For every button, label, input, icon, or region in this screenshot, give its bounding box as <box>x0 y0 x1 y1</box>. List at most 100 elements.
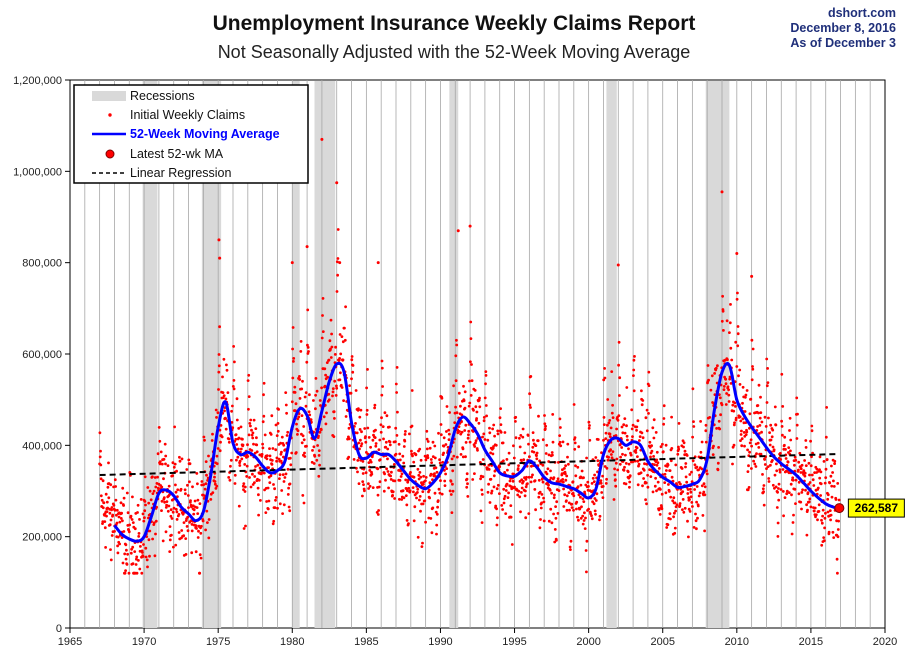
claim-point <box>169 508 173 512</box>
claim-point <box>806 508 809 512</box>
claim-point <box>493 434 496 438</box>
claim-point <box>367 461 371 464</box>
claim-point <box>823 481 827 485</box>
claim-point <box>165 500 169 503</box>
claim-point <box>725 319 729 323</box>
claim-point <box>756 441 760 445</box>
claim-point <box>324 373 327 377</box>
claim-point <box>510 543 514 546</box>
claim-point <box>413 505 417 509</box>
claim-point <box>196 498 200 502</box>
claim-point <box>519 434 523 437</box>
claim-point <box>830 484 834 488</box>
claim-point <box>378 458 382 461</box>
claim-point <box>633 355 636 358</box>
claim-point <box>354 422 357 425</box>
claim-point <box>439 433 443 437</box>
claim-point <box>736 332 740 336</box>
claim-point <box>702 490 706 494</box>
claim-point <box>435 470 439 474</box>
claim-point <box>535 454 538 457</box>
claim-point <box>609 448 612 452</box>
claim-point <box>584 516 587 520</box>
claim-point <box>386 470 390 473</box>
claim-point <box>198 553 202 557</box>
claim-point <box>779 451 782 455</box>
claim-point <box>743 444 746 448</box>
claim-point <box>666 523 670 527</box>
claim-point <box>218 449 222 453</box>
claim-point <box>808 473 811 477</box>
claim-point <box>394 426 398 430</box>
claim-point <box>480 493 484 496</box>
claim-point <box>443 484 447 487</box>
claim-point <box>206 521 209 524</box>
claim-point <box>124 543 128 547</box>
claim-point <box>486 438 490 442</box>
claim-point <box>450 457 454 461</box>
claim-point <box>282 443 286 447</box>
claim-point <box>554 516 558 520</box>
claim-point <box>145 558 149 562</box>
claim-point <box>174 507 178 511</box>
claim-point <box>647 412 650 415</box>
claim-point <box>636 459 640 463</box>
claim-point <box>484 404 488 407</box>
claim-point <box>127 571 131 575</box>
claim-point <box>827 530 831 534</box>
claim-point <box>463 429 467 432</box>
claim-point <box>744 393 748 397</box>
claim-point <box>593 497 597 500</box>
claim-point <box>358 428 362 431</box>
claim-point <box>578 507 582 511</box>
claim-point <box>639 471 643 475</box>
claim-point <box>207 454 210 458</box>
claim-point <box>551 440 555 444</box>
claim-point <box>501 441 505 445</box>
claim-point <box>281 512 284 515</box>
claim-point <box>611 403 614 407</box>
claim-point <box>367 482 370 486</box>
claim-point <box>807 483 810 486</box>
claim-point <box>199 556 203 560</box>
claim-point <box>576 515 579 519</box>
claim-point <box>831 530 835 534</box>
recession-band-4 <box>449 81 459 628</box>
claim-point <box>291 376 295 380</box>
claim-point <box>142 543 145 546</box>
claim-point <box>829 518 832 522</box>
claim-point <box>634 448 638 452</box>
claim-point <box>400 472 404 476</box>
claim-point <box>270 463 274 466</box>
claim-point <box>747 486 751 489</box>
claim-point <box>125 548 128 552</box>
claim-point <box>799 500 803 504</box>
claim-point <box>261 446 265 450</box>
claim-point <box>180 529 184 532</box>
claim-point <box>518 445 522 449</box>
claim-point <box>516 493 520 497</box>
claim-point <box>693 488 696 491</box>
claim-point <box>636 419 640 423</box>
claim-point <box>692 420 695 423</box>
claim-point <box>480 488 484 492</box>
claim-point <box>380 366 384 370</box>
x-tick-label-1985: 1985 <box>354 636 378 648</box>
claim-spike-10 <box>735 252 739 256</box>
claim-point <box>835 557 839 561</box>
claim-point <box>282 480 286 483</box>
claim-point <box>121 519 124 523</box>
claim-point <box>255 450 259 454</box>
claim-point <box>565 474 569 478</box>
recession-band-2 <box>292 81 300 628</box>
claim-point <box>837 519 840 523</box>
claim-point <box>771 459 774 462</box>
claim-point <box>667 490 671 493</box>
claim-point <box>807 500 811 504</box>
claim-point <box>542 519 546 523</box>
claim-point <box>482 432 486 436</box>
claim-point <box>479 477 482 481</box>
claim-point <box>623 431 627 435</box>
claim-point <box>371 486 375 489</box>
claim-point <box>691 387 695 391</box>
